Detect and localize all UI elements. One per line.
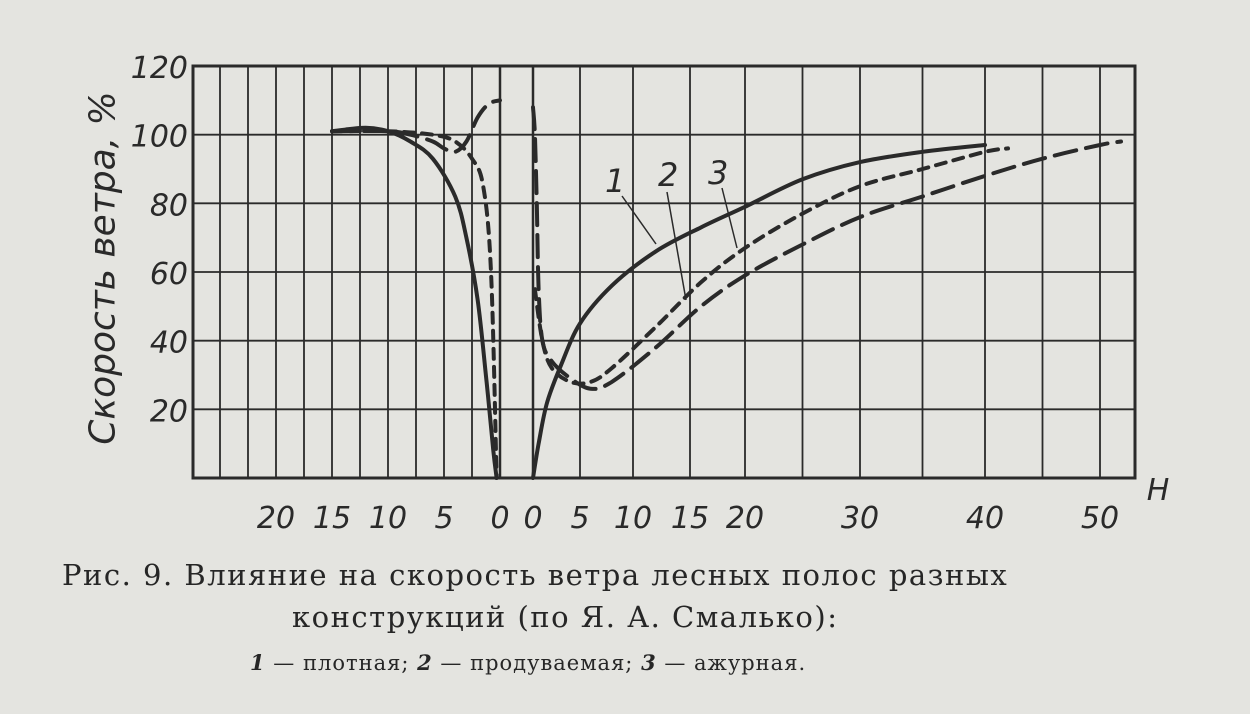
caption-legend: 1 — плотная; 2 — продуваемая; 3 — ажурна… [250, 650, 806, 675]
series-3-leeward-line [531, 105, 1123, 391]
legend-num-1: 1 [250, 650, 266, 675]
x-tick-label: 30 [841, 501, 879, 536]
y-tick-label: 120 [131, 51, 188, 86]
x-tick-label: 15 [313, 501, 351, 536]
chart-curves [330, 98, 1123, 480]
y-axis-title: Скорость ветра, % [82, 91, 124, 445]
curve-leader-3 [721, 187, 738, 249]
x-tick-label: 50 [1081, 501, 1119, 536]
x-tick-label: 5 [434, 501, 453, 536]
legend-num-2: 2 [417, 650, 433, 675]
x-tick-label: 10 [614, 501, 652, 536]
x-tick-label: 5 [570, 501, 589, 536]
series-1-leeward-line [531, 143, 987, 480]
x-tick-label: 20 [257, 501, 295, 536]
x-tick-label: 15 [671, 501, 709, 536]
x-tick-label: 0 [523, 501, 542, 536]
caption-line-2: конструкций (по Я. А. Смалько): [292, 600, 839, 634]
curve-label-2: 2 [658, 156, 678, 194]
y-tick-label: 80 [150, 188, 188, 223]
legend-text-3: — ажурная. [656, 651, 807, 675]
series-3-windward-line [330, 98, 502, 155]
curve-leader-1 [621, 195, 657, 245]
legend-num-3: 3 [641, 650, 657, 675]
caption-line-1: Рис. 9. Влияние на скорость ветра лесных… [62, 558, 1009, 592]
chart-grid [191, 64, 1137, 480]
curve-leader-2 [666, 191, 687, 301]
x-tick-label: 10 [369, 501, 407, 536]
x-tick-label: 0 [490, 501, 509, 536]
y-tick-label: 100 [131, 120, 188, 155]
x-tick-label: 20 [726, 501, 764, 536]
x-axis-label: H [1147, 473, 1170, 508]
y-tick-label: 20 [150, 394, 188, 429]
legend-text-1: — плотная; [265, 651, 418, 675]
y-tick-label: 60 [150, 257, 188, 292]
x-tick-label: 40 [966, 501, 1004, 536]
legend-text-2: — продуваемая; [432, 651, 642, 675]
curve-label-1: 1 [605, 162, 625, 200]
series-2-windward-line [330, 128, 499, 480]
curve-label-3: 3 [708, 154, 728, 192]
series-2-leeward-line [532, 146, 1010, 386]
y-tick-label: 40 [150, 326, 188, 361]
